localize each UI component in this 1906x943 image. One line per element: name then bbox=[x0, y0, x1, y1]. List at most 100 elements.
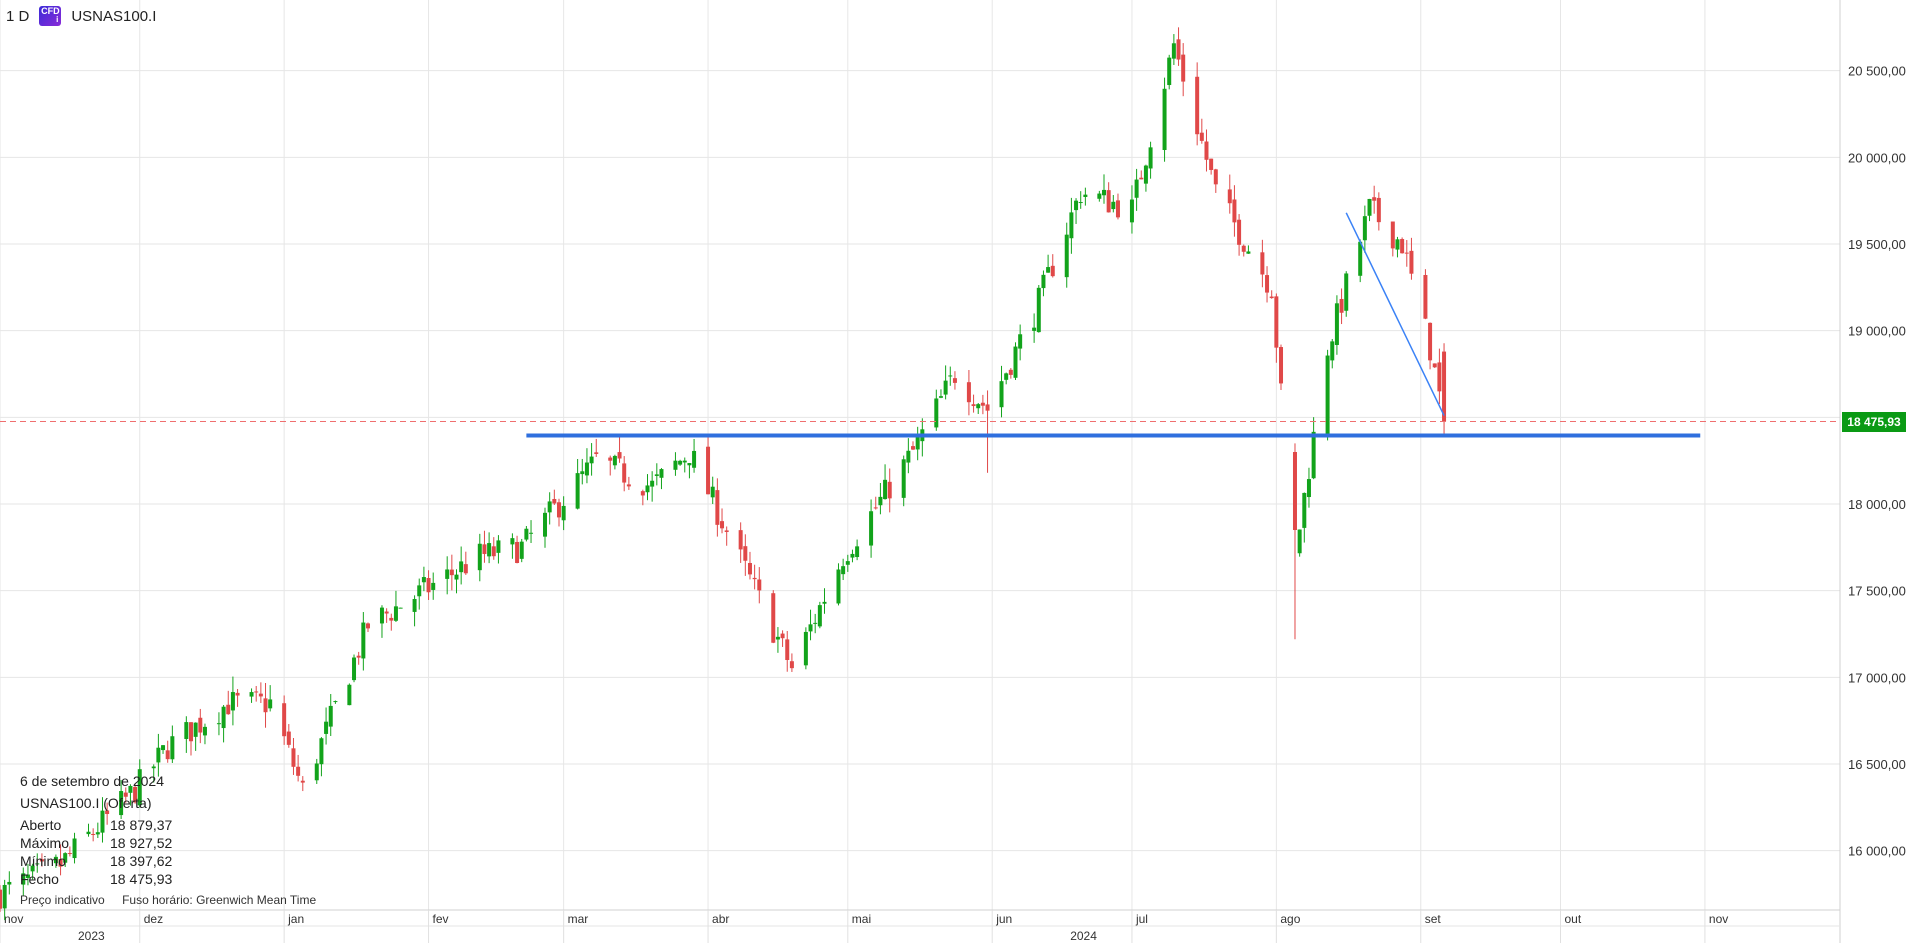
candle-body bbox=[1129, 199, 1134, 223]
candle-body bbox=[426, 578, 431, 593]
candle-body bbox=[980, 402, 985, 406]
x-month-label: fev bbox=[433, 912, 449, 926]
candle-body bbox=[417, 585, 422, 597]
candle-body bbox=[156, 747, 161, 763]
candle-body bbox=[1325, 355, 1330, 436]
candle-body bbox=[948, 375, 953, 377]
indicative-price-note: Preço indicativo bbox=[20, 893, 105, 907]
candle-body bbox=[515, 541, 520, 563]
candle-body bbox=[389, 617, 394, 621]
candle-body bbox=[771, 593, 776, 643]
info-label: Mínimo bbox=[20, 853, 66, 869]
candle-body bbox=[934, 398, 939, 428]
candle-body bbox=[151, 766, 156, 769]
timezone-note: Fuso horário: Greenwich Mean Time bbox=[122, 893, 317, 907]
candle-body bbox=[752, 577, 757, 580]
candle-body bbox=[589, 456, 594, 464]
candle-body bbox=[1237, 219, 1242, 245]
candle-body bbox=[1176, 39, 1181, 60]
info-label: Aberto bbox=[20, 817, 62, 833]
candle-body bbox=[850, 553, 855, 558]
candle-body bbox=[594, 452, 599, 454]
candle-body bbox=[869, 511, 874, 546]
candle-body bbox=[803, 631, 808, 666]
info-row-open: Aberto 18 879,37 bbox=[20, 816, 172, 834]
candle-body bbox=[137, 769, 142, 806]
candle-body bbox=[640, 491, 645, 496]
candle-body bbox=[906, 450, 911, 463]
candle-body bbox=[1134, 179, 1139, 198]
candle-body bbox=[459, 561, 464, 573]
candle-body bbox=[682, 460, 687, 463]
candle-body bbox=[911, 446, 916, 450]
candle-body bbox=[901, 459, 906, 498]
candle-body bbox=[1241, 245, 1246, 252]
candle-body bbox=[119, 791, 124, 816]
candle-body bbox=[1274, 296, 1279, 348]
candle-body bbox=[72, 838, 77, 859]
candle-body bbox=[21, 873, 26, 885]
candle-body bbox=[300, 780, 305, 783]
candle-body bbox=[878, 496, 883, 506]
candle-body bbox=[296, 766, 301, 776]
candle-body bbox=[487, 543, 492, 557]
candle-body bbox=[491, 546, 496, 557]
candle-body bbox=[319, 738, 324, 765]
info-value: 18 397,62 bbox=[110, 853, 173, 869]
interval-label[interactable]: 1 D bbox=[6, 7, 30, 25]
symbol-label[interactable]: USNAS100.I bbox=[71, 7, 157, 25]
candle-body bbox=[35, 863, 40, 865]
candle-body bbox=[1423, 274, 1428, 319]
candle-body bbox=[556, 502, 561, 518]
candle-body bbox=[384, 611, 389, 614]
candle-body bbox=[202, 726, 207, 736]
candle-body bbox=[133, 786, 138, 803]
candle-body bbox=[1078, 202, 1083, 204]
x-month-label: set bbox=[1425, 912, 1442, 926]
candle-body bbox=[100, 810, 105, 833]
candle-body bbox=[971, 404, 976, 407]
candle-body bbox=[1432, 363, 1437, 368]
candle-body bbox=[1246, 251, 1251, 254]
candle-body bbox=[976, 404, 981, 409]
candle-body bbox=[883, 479, 888, 500]
current-price-tag: 18 475,93 bbox=[1842, 411, 1906, 432]
x-year-label: 2024 bbox=[1070, 929, 1097, 943]
info-row-high: Máximo 18 927,52 bbox=[20, 834, 172, 852]
candle-body bbox=[724, 530, 729, 532]
candle-body bbox=[710, 486, 715, 498]
info-label: Máximo bbox=[20, 835, 70, 851]
candle-body bbox=[356, 655, 361, 658]
candle-body bbox=[91, 833, 96, 835]
candle-body bbox=[1292, 452, 1297, 530]
candle-body bbox=[105, 810, 110, 814]
candle-body bbox=[1050, 265, 1055, 277]
candle-body bbox=[1400, 239, 1405, 254]
x-month-label: jun bbox=[995, 912, 1012, 926]
candle-body bbox=[1227, 189, 1232, 204]
candle-body bbox=[366, 623, 370, 629]
x-month-label: out bbox=[1565, 912, 1582, 926]
candle-body bbox=[622, 463, 627, 483]
info-date: 6 de setembro de 2024 bbox=[20, 773, 164, 789]
candle-body bbox=[128, 785, 133, 793]
candle-body bbox=[226, 704, 231, 715]
candle-body bbox=[1171, 43, 1176, 59]
candle-body bbox=[216, 723, 221, 725]
candle-body bbox=[431, 582, 436, 590]
y-tick-label: 16 500,00 bbox=[1848, 757, 1906, 772]
candle-body bbox=[58, 858, 63, 867]
x-month-label: dez bbox=[144, 912, 163, 926]
candle-body bbox=[398, 607, 403, 609]
chart-footnote: Preço indicativo Fuso horário: Greenwich… bbox=[20, 893, 330, 907]
candle-body bbox=[561, 505, 566, 521]
candle-body bbox=[393, 606, 398, 621]
candle-body bbox=[1409, 250, 1414, 274]
candle-body bbox=[1004, 373, 1009, 380]
candle-body bbox=[221, 706, 226, 729]
candle-body bbox=[1013, 346, 1018, 378]
candle-body bbox=[324, 721, 329, 734]
candle-body bbox=[282, 703, 287, 737]
candle-body bbox=[445, 569, 450, 579]
